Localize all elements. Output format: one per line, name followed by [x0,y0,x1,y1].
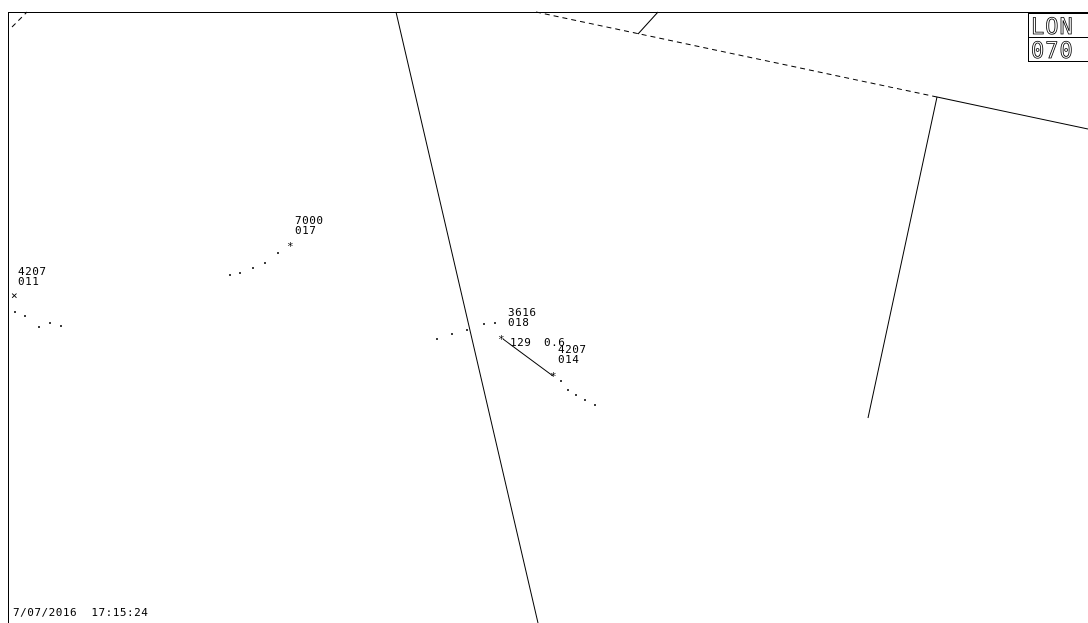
track-a[interactable]: 4207 011 × [11,265,62,328]
boundary-top-left-dashed [11,11,28,28]
boundary-short-tick [637,11,659,35]
track-a-history-dots [14,311,62,328]
track-c-flight-level: 018 [508,316,529,329]
track-d-squawk: 4207 [558,343,587,356]
track-d-position-symbol: * [550,370,557,383]
track-c-position-symbol: * [498,333,505,346]
range-bearing-bearing: 129 [510,336,531,349]
track-d-history-dots [560,380,596,406]
track-b-flight-level: 017 [295,224,316,237]
track-a-position-symbol: × [11,289,18,302]
sector-label-line2: 070 [1031,39,1074,64]
track-b[interactable]: 7000 017 * [229,214,324,276]
range-bearing-distance: 0.6 [544,336,565,349]
track-b-history-dots [229,252,279,276]
track-b-squawk: 7000 [295,214,324,227]
track-b-position-symbol: * [287,240,294,253]
track-c-history-dots [436,322,496,340]
track-a-flight-level: 011 [18,275,39,288]
sector-label-line1: LON [1031,15,1074,40]
sector-label-box: LON 070 [1028,13,1088,64]
boundary-right-sector [867,96,1088,419]
track-c[interactable]: 3616 018 * [436,306,537,346]
boundary-main-diagonal [395,11,539,623]
boundary-dashed-upper [535,11,938,98]
timestamp: 7/07/2016 17:15:24 [13,606,148,619]
track-d[interactable]: 4207 014 * [550,343,596,406]
track-a-squawk: 4207 [18,265,47,278]
track-c-squawk: 3616 [508,306,537,319]
track-d-flight-level: 014 [558,353,579,366]
range-bearing-line[interactable]: 129 0.6 [502,336,565,377]
